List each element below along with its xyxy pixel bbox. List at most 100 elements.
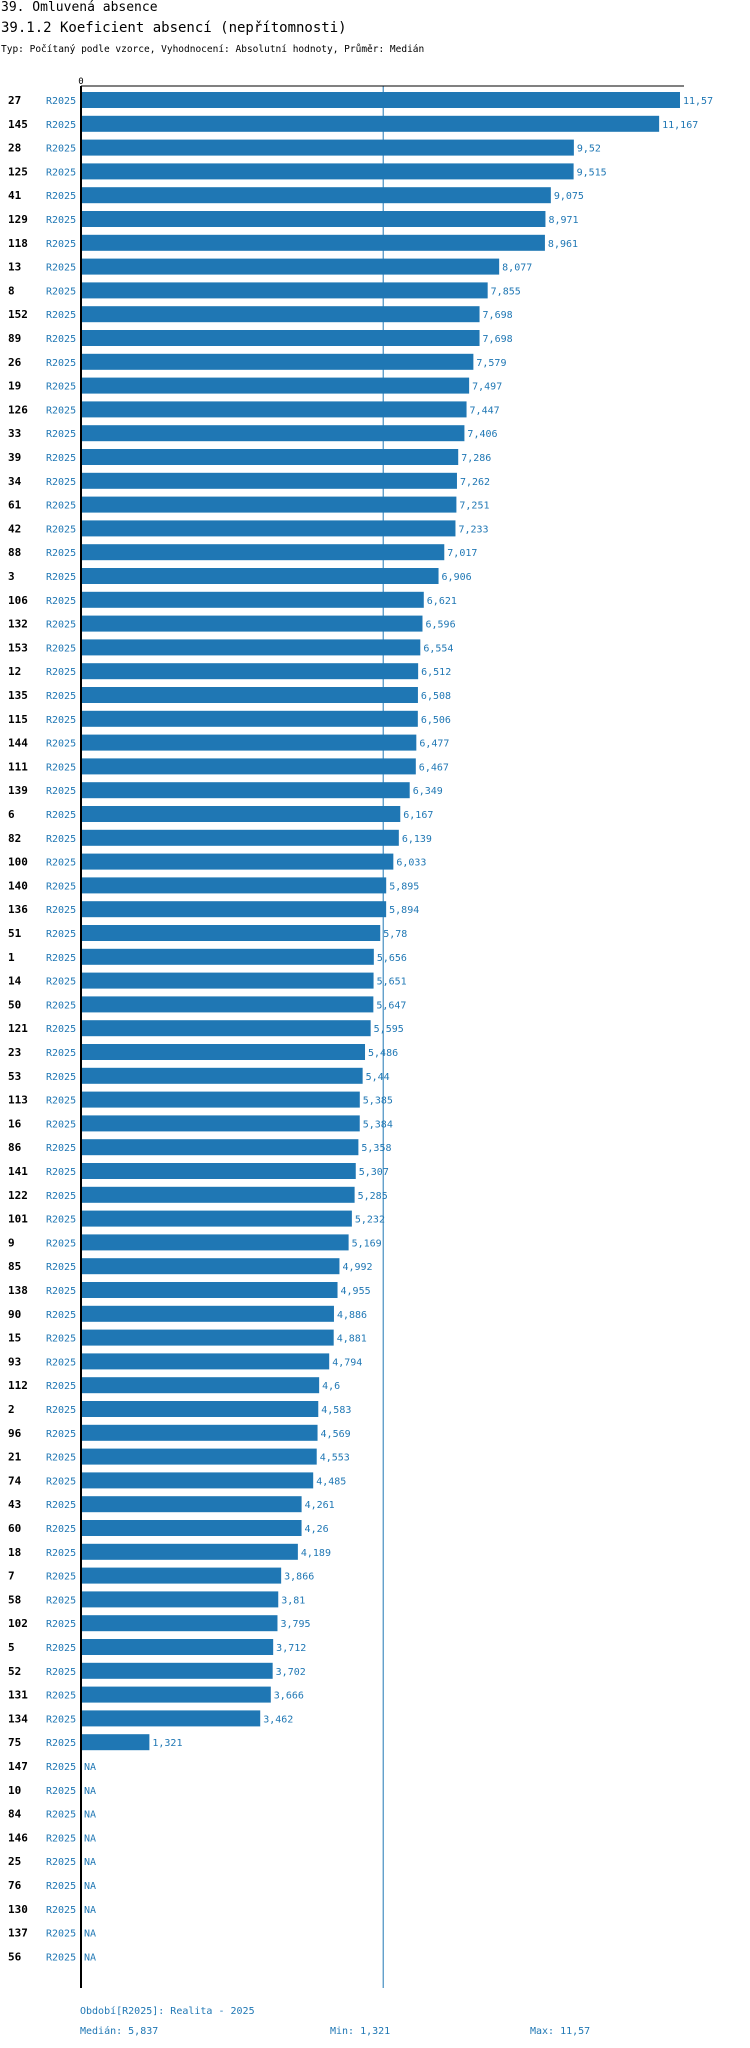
bar xyxy=(81,1258,340,1275)
category-label: 21 xyxy=(8,1451,22,1464)
series-label: R2025 xyxy=(46,286,76,297)
series-label: R2025 xyxy=(46,263,76,274)
bar xyxy=(81,1615,278,1632)
series-label: R2025 xyxy=(46,715,76,726)
value-label: 3,81 xyxy=(281,1595,305,1606)
bar xyxy=(81,1591,279,1608)
category-label: 115 xyxy=(8,713,28,726)
category-label: 26 xyxy=(8,356,22,369)
bar xyxy=(81,1329,334,1346)
value-label: 4,553 xyxy=(320,1453,350,1464)
series-label: R2025 xyxy=(46,739,76,750)
category-label: 9 xyxy=(8,1236,15,1249)
value-label: 5,486 xyxy=(368,1048,398,1059)
value-label: 11,57 xyxy=(683,96,713,107)
bar xyxy=(81,1139,359,1156)
bar xyxy=(81,139,574,156)
bar xyxy=(81,330,480,346)
bar xyxy=(81,1472,314,1489)
series-label: R2025 xyxy=(46,1810,76,1821)
series-label: R2025 xyxy=(46,1572,76,1583)
bar xyxy=(81,1234,349,1251)
category-label: 118 xyxy=(8,237,28,250)
value-label: 4,26 xyxy=(305,1524,329,1535)
series-label: R2025 xyxy=(46,1667,76,1678)
category-label: 51 xyxy=(8,927,22,940)
bar xyxy=(81,1401,319,1417)
category-label: 5 xyxy=(8,1641,15,1654)
series-label: R2025 xyxy=(46,239,76,250)
x-tick-zero: 0 xyxy=(78,77,83,87)
category-label: 130 xyxy=(8,1903,28,1916)
category-label: 141 xyxy=(8,1165,28,1178)
category-label: 6 xyxy=(8,808,15,821)
category-label: 145 xyxy=(8,118,28,131)
series-label: R2025 xyxy=(46,1167,76,1178)
category-label: 42 xyxy=(8,522,21,535)
series-label: R2025 xyxy=(46,310,76,321)
bar xyxy=(81,1710,261,1727)
bar xyxy=(81,972,374,989)
bar xyxy=(81,1448,317,1465)
bar xyxy=(81,663,419,680)
series-label: R2025 xyxy=(46,1786,76,1797)
bar xyxy=(81,187,551,204)
series-label: R2025 xyxy=(46,405,76,416)
category-label: 2 xyxy=(8,1403,15,1416)
category-label: 14 xyxy=(8,975,22,988)
category-label: 28 xyxy=(8,142,21,155)
category-label: 131 xyxy=(8,1689,28,1702)
bar xyxy=(81,449,459,465)
value-label: 3,666 xyxy=(274,1691,304,1702)
category-label: 75 xyxy=(8,1736,21,1749)
value-label: 3,462 xyxy=(263,1714,293,1725)
series-label: R2025 xyxy=(46,96,76,107)
bar xyxy=(81,948,374,965)
category-label: 93 xyxy=(8,1355,21,1368)
bar xyxy=(81,282,488,299)
series-label: R2025 xyxy=(46,834,76,845)
series-label: R2025 xyxy=(46,1238,76,1249)
value-label: 5,385 xyxy=(363,1096,393,1107)
series-label: R2025 xyxy=(46,1952,76,1963)
value-label: 4,992 xyxy=(342,1262,372,1273)
value-label: 11,167 xyxy=(662,120,698,131)
category-label: 18 xyxy=(8,1546,21,1559)
value-label: 6,033 xyxy=(396,858,426,869)
value-label: 7,251 xyxy=(459,501,489,512)
bar xyxy=(81,1305,334,1322)
series-label: R2025 xyxy=(46,596,76,607)
series-label: R2025 xyxy=(46,1833,76,1844)
category-label: 113 xyxy=(8,1094,28,1107)
series-label: R2025 xyxy=(46,1357,76,1368)
value-label: 6,512 xyxy=(421,667,451,678)
category-label: 12 xyxy=(8,665,21,678)
series-label: R2025 xyxy=(46,1310,76,1321)
value-label: 7,017 xyxy=(447,548,477,559)
bar xyxy=(81,1639,274,1655)
value-label: 4,485 xyxy=(316,1476,346,1487)
series-label: R2025 xyxy=(46,905,76,916)
value-label: 6,477 xyxy=(419,739,449,750)
value-label: 7,497 xyxy=(472,382,502,393)
category-label: 39 xyxy=(8,451,21,464)
value-label: 4,6 xyxy=(322,1381,340,1392)
series-label: R2025 xyxy=(46,1500,76,1511)
value-label: 4,583 xyxy=(321,1405,351,1416)
category-label: 19 xyxy=(8,380,21,393)
bar xyxy=(81,996,374,1013)
series-label: R2025 xyxy=(46,691,76,702)
category-label: 82 xyxy=(8,832,21,845)
value-label: NA xyxy=(84,1857,96,1868)
bar xyxy=(81,782,410,799)
value-label: 6,139 xyxy=(402,834,432,845)
value-label: 5,894 xyxy=(389,905,419,916)
series-label: R2025 xyxy=(46,120,76,131)
category-label: 1 xyxy=(8,951,15,964)
category-label: 153 xyxy=(8,641,28,654)
value-label: 9,075 xyxy=(554,191,584,202)
footer-max: Max: 11,57 xyxy=(530,2026,591,2037)
value-label: 3,702 xyxy=(276,1667,306,1678)
bar xyxy=(81,1424,318,1441)
value-label: 7,286 xyxy=(461,453,491,464)
